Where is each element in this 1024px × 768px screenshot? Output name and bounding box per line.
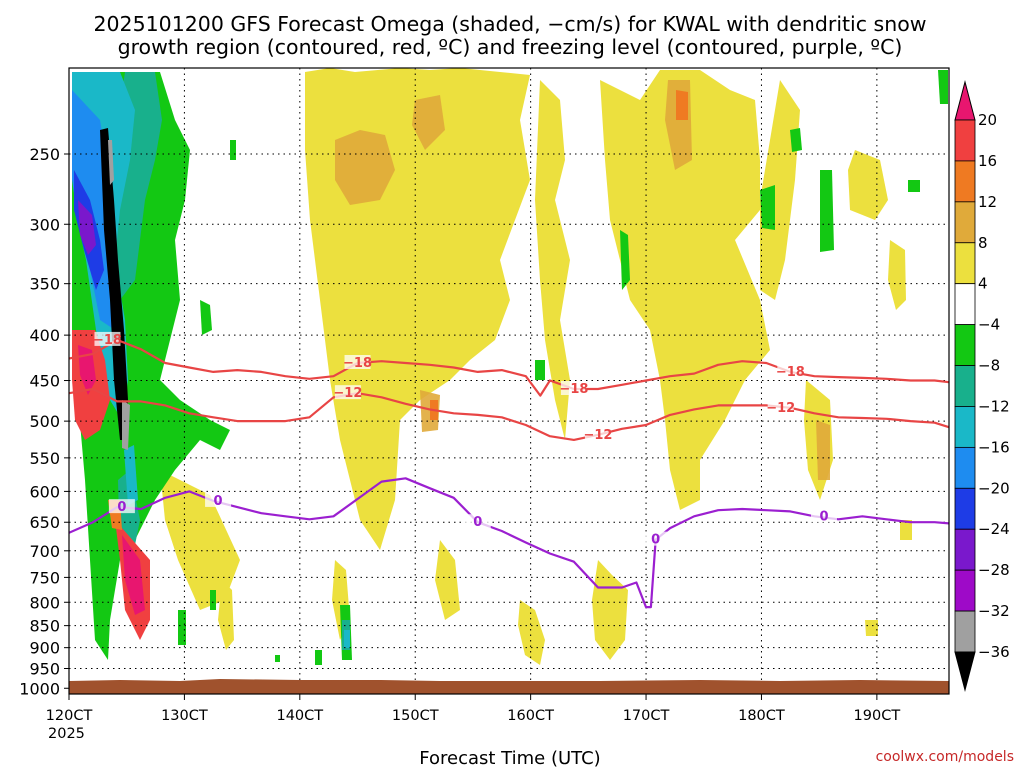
y-tick-label: 750 <box>29 568 60 587</box>
contour-label-bg <box>108 499 135 514</box>
y-tick-label: 950 <box>29 659 60 678</box>
colorbar-band <box>954 119 976 162</box>
x-tick-label: 160CT <box>507 708 554 724</box>
chart-title: 2025101200 GFS Forecast Omega (shaded, −… <box>93 12 926 36</box>
colorbar-label: −32 <box>978 602 1010 620</box>
contour-label-bg <box>94 331 121 346</box>
x-tick-label: 170CT <box>623 708 670 724</box>
y-tick-label: 250 <box>29 145 60 164</box>
contour-label-bg <box>777 363 804 378</box>
colorbar-band <box>954 487 976 530</box>
contour-label: −18 <box>93 333 122 348</box>
colorbar-band <box>954 365 976 407</box>
colorbar-label: 12 <box>978 193 997 211</box>
contour-label: −18 <box>559 382 588 397</box>
y-tick-label: 300 <box>29 215 60 234</box>
colorbar-band <box>954 242 976 285</box>
colorbar-band <box>954 324 976 366</box>
x-tick-label: 140CT <box>276 708 323 724</box>
colorbar-label: −4 <box>978 316 1000 334</box>
y-tick-label: 900 <box>29 639 60 658</box>
colorbar-label: −24 <box>978 520 1010 538</box>
contour-label-bg <box>464 514 491 529</box>
omega-yellow-upper <box>160 68 912 665</box>
y-tick-label: 1000 <box>19 679 60 698</box>
colorbar-band <box>954 610 976 653</box>
colorbar-label: −28 <box>978 561 1010 579</box>
x-tick-label: 150CT <box>392 708 439 724</box>
y-tick-label: 700 <box>29 542 60 561</box>
colorbar-label: 8 <box>978 234 988 252</box>
colorbar-band <box>954 446 976 489</box>
y-axis-labels: 250 300 350 400 450 500 550 600 650 700 750 800 850 9… <box>19 145 69 698</box>
colorbar-band <box>954 160 976 203</box>
contour-label-bg <box>344 355 371 370</box>
x-axis-labels: 120CT 130CT 140CT 150CT 160CT 170CT 180CT 190CT <box>46 694 901 724</box>
omega-grey-edge <box>108 140 130 450</box>
contour-line-minus-12 <box>69 387 949 441</box>
y-tick-label: 800 <box>29 593 60 612</box>
colorbar-label: −12 <box>978 397 1010 415</box>
colorbar-band <box>954 406 976 448</box>
colorbar-label: 4 <box>978 275 988 293</box>
chart-subtitle: growth region (contoured, red, ºC) and f… <box>118 35 903 59</box>
x-tick-label: 180CT <box>738 708 785 724</box>
colorbar-label: −20 <box>978 479 1010 497</box>
y-tick-label: 400 <box>29 326 60 345</box>
contour-label-bg <box>810 508 837 523</box>
contour-label: −18 <box>343 356 372 371</box>
y-tick-label: 500 <box>29 412 60 431</box>
contours: −18 −18 −18 −18 −12 −12 −12 0 0 0 0 0 <box>69 331 949 609</box>
x-tick-label: 120CT <box>46 708 93 724</box>
contour-label: 0 <box>214 494 223 509</box>
colorbar-top-arrow <box>954 80 976 121</box>
colorbar-label: −8 <box>978 357 1000 375</box>
contour-label: −12 <box>333 386 362 401</box>
contour-line-minus-18 <box>69 338 949 397</box>
y-tick-label: 350 <box>29 275 60 294</box>
contour-label: 0 <box>117 500 126 515</box>
colorbar-bottom-arrow <box>954 651 976 692</box>
contour-label: 0 <box>651 533 660 548</box>
x-tick-label: 130CT <box>161 708 208 724</box>
contour-label-bg <box>767 399 794 414</box>
contour-label: −12 <box>583 428 612 443</box>
contour-label-bg <box>205 492 232 507</box>
colorbar-label: −36 <box>978 643 1010 661</box>
contour-label: 0 <box>473 515 482 530</box>
colorbar-band <box>954 201 976 244</box>
x-tick-label: 190CT <box>854 708 901 724</box>
colorbar-label: −16 <box>978 438 1010 456</box>
contour-label-bg <box>560 380 587 395</box>
contour-label-bg <box>642 531 669 546</box>
plot-area: −18 −18 −18 −18 −12 −12 −12 0 0 0 0 0 <box>69 68 949 694</box>
colorbar-label: 16 <box>978 152 997 170</box>
colorbar-band <box>954 528 976 571</box>
x-axis-title: Forecast Time (UTC) <box>419 748 600 768</box>
y-tick-label: 850 <box>29 617 60 636</box>
contour-label: 0 <box>819 509 828 524</box>
contour-label-bg <box>584 426 611 441</box>
omega-red-magenta <box>72 330 150 640</box>
x-axis-sublabel: 2025 <box>48 726 85 742</box>
y-tick-label: 550 <box>29 449 60 468</box>
credit-text: coolwx.com/models <box>876 749 1014 765</box>
colorbar-band <box>954 283 976 326</box>
colorbar: 20 16 12 8 4 −4 −8 −12 −16 −20 −24 −28 −32 −36 <box>954 80 1010 692</box>
contour-label: −18 <box>776 365 805 380</box>
contour-label: −12 <box>766 401 795 416</box>
colorbar-label: 20 <box>978 111 997 129</box>
y-tick-label: 650 <box>29 513 60 532</box>
y-tick-label: 600 <box>29 482 60 501</box>
surface-terrain <box>69 679 949 694</box>
y-tick-label: 450 <box>29 372 60 391</box>
contour-label-bg <box>334 385 361 400</box>
colorbar-band <box>954 569 976 612</box>
